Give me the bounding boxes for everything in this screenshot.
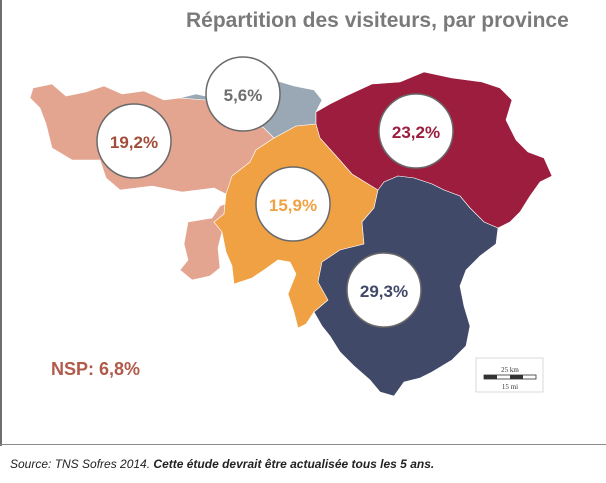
value-label-namur: 15,9% <box>269 196 317 215</box>
wallonia-map: 19,2% 5,6% 23,2% 15,9% 29,3% 25 km 15 mi <box>29 56 553 397</box>
value-label-hainaut: 19,2% <box>110 133 158 152</box>
bubble-hainaut: 19,2% <box>96 103 172 179</box>
map-title: Répartition des visiteurs, par province <box>186 9 569 32</box>
nsp-label: NSP: 6,8% <box>51 359 141 379</box>
source-update-note: Cette étude devrait être actualisée tous… <box>153 457 435 471</box>
scale-km-label: 25 km <box>501 366 519 374</box>
source-prefix: Source: TNS Sofres 2014. <box>10 457 151 471</box>
bubble-luxembourg: 29,3% <box>346 252 422 328</box>
map-scale-bar: 25 km 15 mi <box>475 357 544 393</box>
value-label-liege: 23,2% <box>392 123 440 142</box>
value-label-brabant-wallon: 5,6% <box>224 86 263 105</box>
scale-mi-label: 15 mi <box>502 383 518 391</box>
value-label-luxembourg: 29,3% <box>360 282 408 301</box>
bubble-namur: 15,9% <box>255 166 331 242</box>
frame-divider <box>0 444 606 445</box>
bubble-brabant-wallon: 5,6% <box>205 56 281 132</box>
source-note: Source: TNS Sofres 2014. Cette étude dev… <box>10 457 434 471</box>
bubble-liege: 23,2% <box>378 93 454 169</box>
frame-left-border <box>0 0 2 446</box>
region-hainaut <box>29 83 275 281</box>
